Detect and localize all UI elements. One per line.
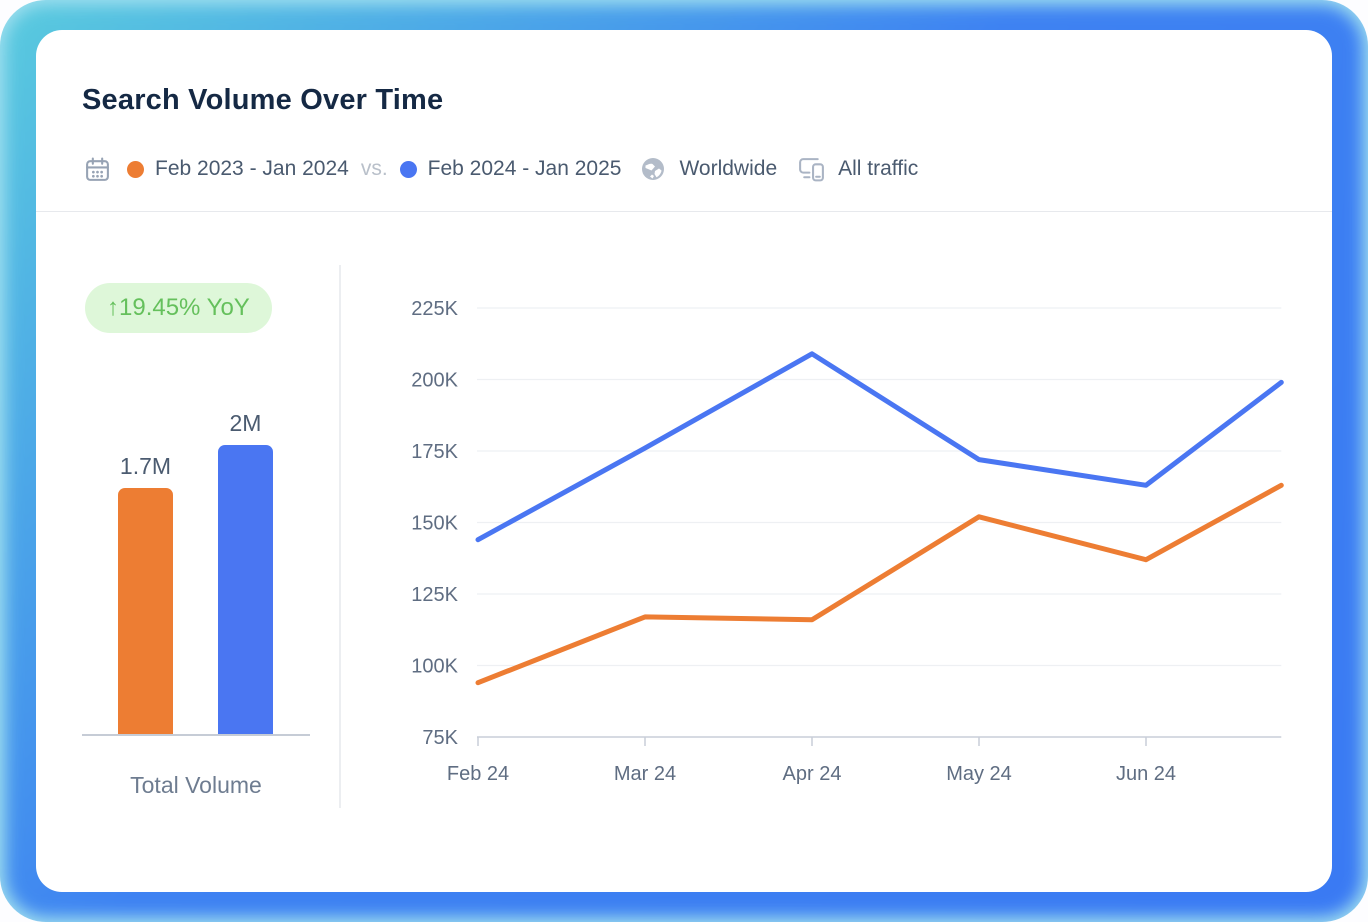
- line-chart: 225K 200K 175K 150K 125K 100K 75K Feb 24 Mar 24 A…: [411, 298, 1284, 785]
- page-title: Search Volume Over Time: [82, 84, 444, 116]
- x-axis-label: Mar 24: [614, 763, 676, 785]
- region-filter[interactable]: Worldwide: [621, 155, 777, 183]
- total-volume-label: Total Volume: [130, 772, 262, 798]
- series-line: [475, 482, 1284, 686]
- filters-bar: Feb 2023 - Jan 2024 vs. Feb 2024 - Jan 2…: [84, 151, 918, 187]
- bar-previous-period: [118, 488, 173, 735]
- series-line: [475, 351, 1284, 543]
- devices-icon: [797, 155, 826, 184]
- calendar-icon: [84, 156, 111, 183]
- y-axis-label: 75K: [422, 727, 458, 749]
- vs-label: vs.: [360, 157, 388, 180]
- header-divider: [36, 211, 1332, 212]
- current-period-label: Feb 2024 - Jan 2025: [427, 157, 622, 180]
- bar-label-previous: 1.7M: [119, 453, 172, 479]
- bar-baseline: [82, 734, 310, 736]
- bar-label-current: 2M: [229, 410, 262, 436]
- traffic-filter[interactable]: All traffic: [777, 155, 918, 184]
- y-axis-label: 225K: [411, 298, 458, 320]
- bar-current-period: [218, 445, 273, 735]
- x-axis-label: Feb 24: [447, 763, 509, 785]
- x-axis-label: Jun 24: [1116, 763, 1176, 785]
- search-volume-card: Search Volume Over Time Feb 2023 - Jan 2…: [36, 30, 1332, 892]
- y-axis-label: 200K: [411, 370, 458, 392]
- previous-period-label: Feb 2023 - Jan 2024: [155, 157, 349, 180]
- x-axis-label: Apr 24: [783, 763, 842, 785]
- y-axis-label: 100K: [411, 656, 458, 678]
- y-axis-label: 150K: [411, 513, 458, 535]
- y-axis-label: 175K: [411, 441, 458, 463]
- date-range-filter[interactable]: Feb 2023 - Jan 2024 vs. Feb 2024 - Jan 2…: [127, 157, 621, 181]
- region-label: Worldwide: [679, 157, 778, 180]
- yoy-badge: ↑19.45% YoY: [85, 283, 272, 333]
- x-axis-label: May 24: [946, 763, 1012, 785]
- y-axis-label: 125K: [411, 584, 458, 606]
- traffic-label: All traffic: [838, 157, 919, 180]
- previous-period-dot: [127, 160, 144, 178]
- panel-divider: [339, 265, 341, 808]
- globe-icon: [639, 155, 667, 183]
- current-period-dot: [399, 160, 417, 178]
